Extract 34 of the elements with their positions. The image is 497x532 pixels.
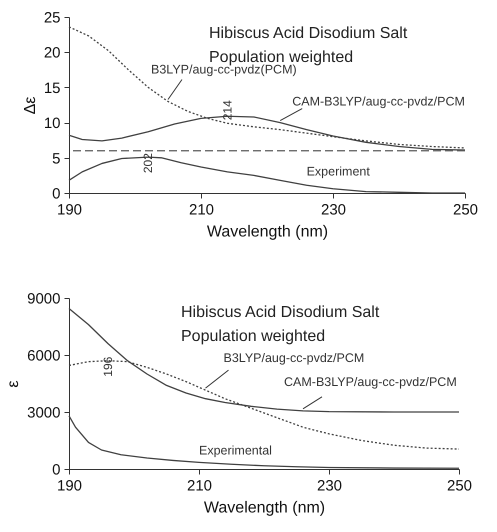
y-tick-label: 6000 (27, 348, 60, 364)
y-tick-label: 0 (52, 462, 60, 478)
x-axis-title: Wavelength (nm) (204, 500, 326, 516)
text: Population weighted (181, 328, 326, 345)
x-tick-label: 190 (56, 478, 82, 494)
x-tick-label: 210 (188, 202, 214, 218)
x-tick-label: 230 (320, 202, 346, 218)
annotation: 214 (220, 100, 234, 120)
y-tick-label: 10 (44, 115, 60, 132)
series-label: Experiment (306, 164, 370, 178)
text: B3LYP/aug-cc-pvdz/PCM (224, 351, 364, 366)
annotation: 202 (141, 152, 156, 174)
y-tick-label: 9000 (27, 290, 60, 308)
x-axis-title: Wavelength (nm) (206, 224, 328, 240)
series-label: CAM-B3LYP/aug-cc-pvdz/PCM (284, 374, 457, 389)
text: Hibiscus Acid Disodium Salt (209, 25, 408, 42)
annotation: 196 (101, 356, 115, 377)
series-label: Experimental (199, 443, 272, 458)
x-tick-label: 250 (446, 478, 472, 494)
x-tick-label: 230 (316, 478, 342, 494)
text: Population weighted (209, 49, 354, 66)
x-tick-label: 210 (186, 478, 212, 494)
x-tick-label: 190 (56, 202, 82, 218)
y-tick-label: 25 (44, 10, 60, 26)
series-label: CAM-B3LYP/aug-cc-pvdz/PCM (292, 94, 465, 109)
y-tick-label: 5 (52, 150, 60, 168)
y-tick-label: 15 (44, 80, 60, 97)
y-tick-label: 0 (52, 186, 60, 202)
y-tick-label: 20 (44, 44, 60, 62)
y-axis-title: Δε (22, 96, 39, 114)
chart-title: Hibiscus Acid Disodium Salt (181, 304, 380, 321)
y-tick-label: 3000 (27, 404, 60, 422)
y-axis-title: ε (5, 380, 22, 388)
x-tick-label: 250 (452, 202, 478, 218)
